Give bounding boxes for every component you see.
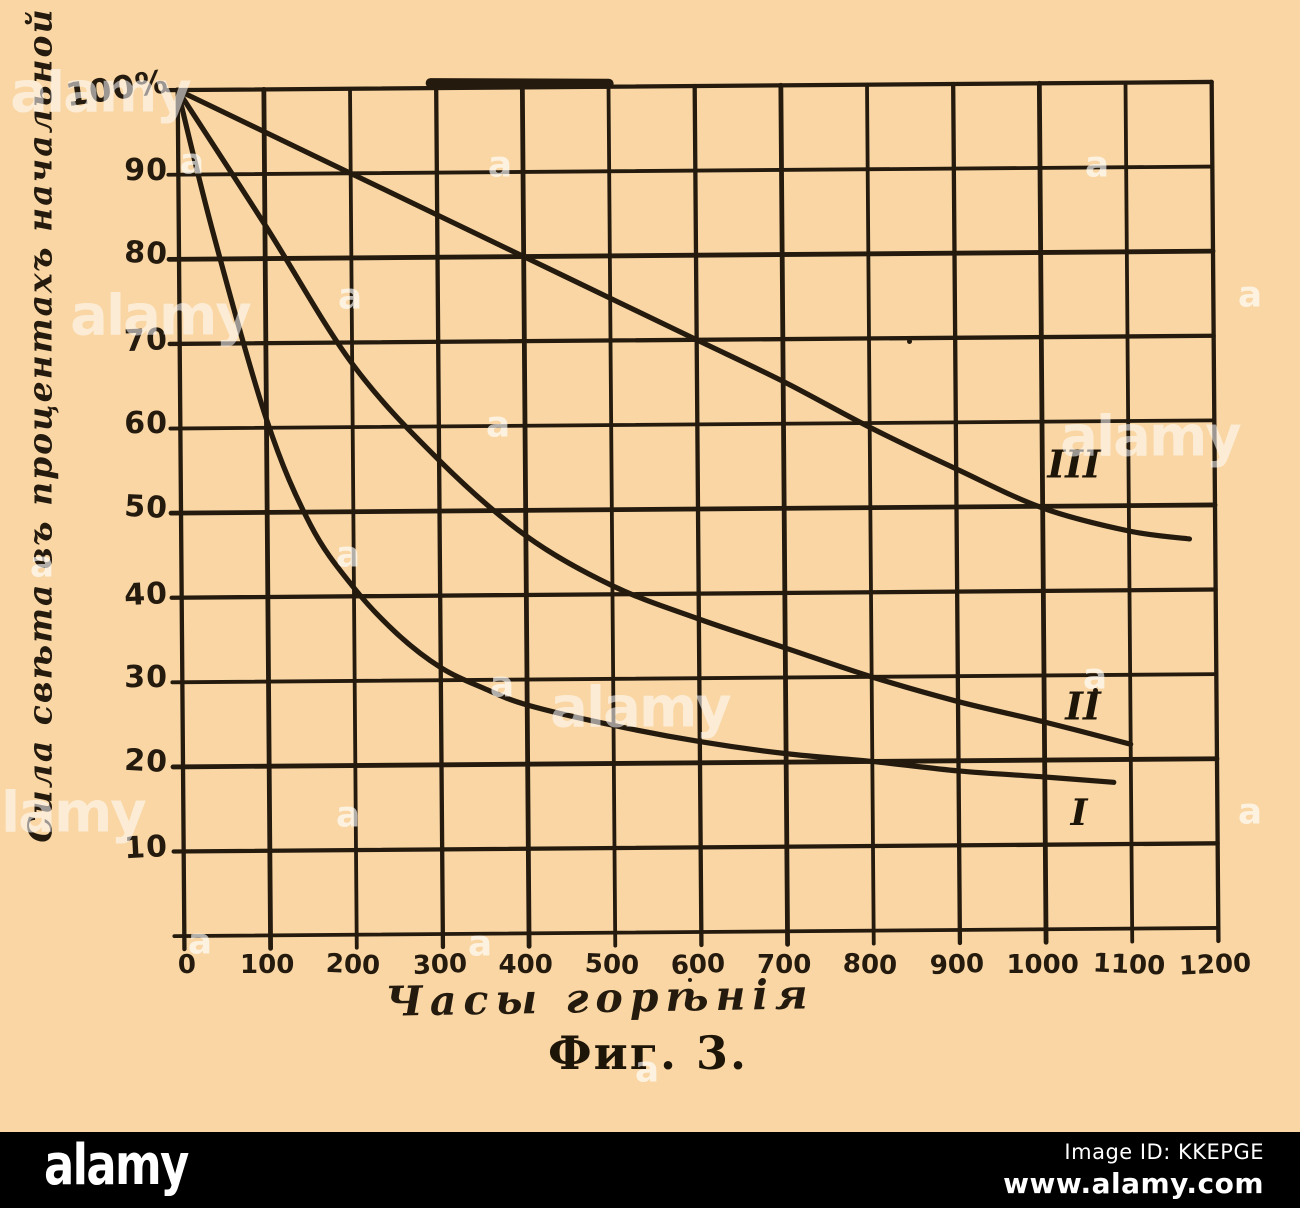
grid-hline-100	[165, 79, 1214, 93]
ink-speck	[688, 978, 692, 982]
x-axis-title: Часы горѣнія	[385, 970, 815, 1026]
x-tick-label-1200: 1200	[1178, 948, 1252, 982]
alamy-watermark-text: alamy	[1060, 404, 1242, 470]
decay-chart-svg	[165, 78, 1221, 952]
x-tick-label-100: 100	[240, 950, 295, 980]
decay-curve-I	[175, 87, 1117, 785]
alamy-watermark-text: alamy	[70, 283, 252, 349]
x-tick-label-400: 400	[498, 950, 553, 980]
decay-curve-II	[175, 87, 1134, 747]
ink-speck	[1093, 688, 1098, 693]
grid-vline-200	[348, 86, 359, 950]
alamy-bar: alamy Image ID: KKEPGE www.alamy.com	[0, 1132, 1300, 1208]
image-id-text: Image ID: KKEPGE	[1064, 1140, 1264, 1164]
ink-speck	[907, 339, 912, 344]
grid-hline-10	[171, 841, 1220, 854]
alamy-watermark-a: a	[337, 276, 363, 318]
footer-info: Image ID: KKEPGE www.alamy.com	[1003, 1140, 1264, 1200]
grid-vline-600	[692, 83, 704, 948]
grid-vline-1000	[1036, 80, 1049, 945]
y-axis-title: Сила свѣта въ процентахъ начальной	[20, 7, 60, 843]
alamy-watermark-text: alamy	[550, 675, 732, 741]
grid-vline-1100	[1123, 80, 1135, 944]
grid-vline-400	[519, 84, 532, 949]
chart-grid-and-curves	[165, 78, 1221, 952]
alamy-watermark-a: a	[487, 144, 513, 186]
grid-hline-20	[170, 756, 1220, 770]
alamy-watermark-a: a	[29, 544, 55, 586]
grid-hline-40	[169, 587, 1218, 600]
top-border-smudge	[425, 78, 614, 89]
alamy-watermark-a: a	[634, 1049, 660, 1091]
alamy-watermark-a: a	[335, 794, 361, 836]
decay-curve-III	[175, 87, 1193, 542]
grid-hline-90	[166, 164, 1215, 177]
grid-hline-80	[166, 248, 1216, 262]
grid-vline-900	[951, 81, 963, 946]
alamy-logo: alamy	[44, 1133, 189, 1198]
alamy-watermark-a: a	[1237, 791, 1263, 833]
alamy-watermark-text: alamy	[10, 60, 192, 126]
grid-vline-0	[175, 87, 187, 952]
grid-vline-500	[606, 84, 618, 948]
alamy-watermark-a: a	[489, 664, 515, 706]
curve-label-III: III	[1047, 441, 1101, 487]
curve-label-I: I	[1070, 792, 1088, 834]
alamy-watermark-a: a	[335, 534, 361, 576]
y-tick-label-90: 90	[124, 152, 168, 188]
alamy-watermark-a: a	[485, 404, 511, 446]
grid-hline-60	[168, 418, 1217, 431]
alamy-watermark-text: alamy	[0, 780, 147, 846]
grid-vline-300	[434, 85, 446, 950]
alamy-watermark-a: a	[1237, 274, 1263, 316]
alamy-watermark-a: a	[179, 141, 205, 183]
y-tick-label-60: 60	[124, 406, 168, 442]
alamy-watermark-a: a	[187, 921, 213, 963]
figure-caption: Фиг. 3.	[548, 1026, 748, 1080]
x-tick-label-700: 700	[757, 950, 812, 980]
grid-vline-700	[778, 82, 790, 947]
grid-vline-800	[865, 82, 876, 946]
alamy-watermark-a: a	[1084, 144, 1110, 186]
grid-hline-0	[172, 926, 1221, 939]
x-tick-label-1000: 1000	[1006, 950, 1079, 980]
y-tick-label-30: 30	[124, 660, 168, 696]
alamy-url-text: www.alamy.com	[1003, 1167, 1264, 1200]
grid-vline-100	[261, 86, 274, 951]
scanned-figure-page: 100% 90 80 70 60 50 40 30 20 10 0 100 200 300 400 500 6…	[0, 0, 1300, 1132]
alamy-watermark-a: a	[467, 923, 493, 965]
grid-vline-1200	[1209, 79, 1221, 944]
